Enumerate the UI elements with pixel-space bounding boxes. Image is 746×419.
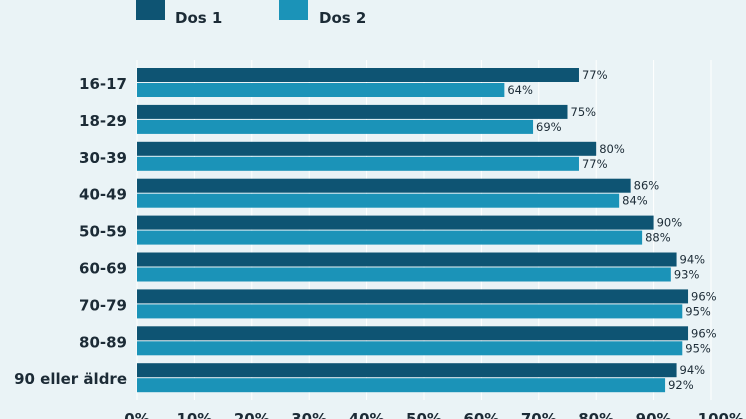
- value-label: 88%: [645, 231, 671, 245]
- value-label: 94%: [680, 363, 706, 377]
- bar-dos-1: [137, 326, 689, 341]
- category-label: 80-89: [79, 333, 127, 351]
- category-label: 30-39: [79, 149, 127, 167]
- value-label: 84%: [622, 194, 648, 208]
- bars: [137, 68, 689, 393]
- legend-swatch-dos-2: [279, 0, 308, 20]
- bar-dos-2: [137, 193, 620, 208]
- bar-dos-1: [137, 178, 631, 193]
- category-labels: 16-17 18-29 30-39 40-49 50-59 60-69 70-79 80-89…: [14, 75, 127, 388]
- legend-swatch-dos-1: [136, 0, 165, 20]
- bar-dos-1: [137, 104, 568, 119]
- value-label: 80%: [599, 142, 625, 156]
- bar-dos-2: [137, 83, 505, 97]
- value-label: 69%: [536, 120, 562, 134]
- bar-dos-2: [137, 304, 683, 319]
- bar-dos-1: [137, 141, 597, 156]
- bar-dos-2: [137, 156, 579, 171]
- x-axis-ticks: 0% 10% 20% 30% 40% 50% 60% 70% 80% 90% 100%: [124, 410, 744, 419]
- value-label: 64%: [507, 83, 533, 97]
- x-tick-label: 0%: [124, 410, 149, 419]
- x-tick-label: 50%: [406, 410, 442, 419]
- category-label: 70-79: [79, 296, 127, 314]
- value-label: 94%: [680, 253, 706, 267]
- bar-dos-1: [137, 363, 677, 378]
- value-label: 75%: [571, 105, 597, 119]
- legend-label-dos-2: Dos 2: [319, 9, 366, 27]
- value-label: 95%: [685, 341, 711, 355]
- value-label: 93%: [674, 268, 700, 282]
- bar-dos-2: [137, 341, 683, 356]
- x-tick-label: 10%: [176, 410, 212, 419]
- bar-dos-1: [137, 252, 677, 267]
- x-tick-label: 60%: [463, 410, 499, 419]
- value-label: 95%: [685, 304, 711, 318]
- bar-dos-2: [137, 230, 643, 245]
- category-label: 16-17: [79, 75, 127, 93]
- category-label: 60-69: [79, 260, 127, 278]
- value-label: 86%: [634, 179, 660, 193]
- category-label: 90 eller äldre: [14, 370, 127, 388]
- x-tick-label: 70%: [521, 410, 557, 419]
- value-label: 90%: [657, 216, 683, 230]
- bar-dos-2: [137, 267, 671, 282]
- legend: Dos 1 Dos 2: [136, 0, 366, 27]
- value-label: 77%: [582, 157, 608, 171]
- x-tick-label: 30%: [291, 410, 327, 419]
- bar-dos-1: [137, 289, 689, 304]
- value-label: 96%: [691, 326, 717, 340]
- value-labels: 77%64%75%69%80%77%86%84%90%88%94%93%96%9…: [507, 68, 716, 392]
- x-tick-label: 20%: [234, 410, 270, 419]
- bar-dos-1: [137, 68, 579, 82]
- bar-dos-1: [137, 215, 654, 230]
- x-tick-label: 40%: [349, 410, 385, 419]
- value-label: 77%: [582, 68, 608, 82]
- value-label: 92%: [668, 378, 694, 392]
- category-label: 40-49: [79, 186, 127, 204]
- bar-dos-2: [137, 119, 534, 134]
- value-label: 96%: [691, 289, 717, 303]
- bar-dos-2: [137, 378, 666, 393]
- x-tick-label: 80%: [578, 410, 614, 419]
- x-tick-label: 100%: [698, 410, 744, 419]
- category-label: 50-59: [79, 223, 127, 241]
- category-label: 18-29: [79, 112, 127, 130]
- legend-label-dos-1: Dos 1: [175, 9, 222, 27]
- x-tick-label: 90%: [636, 410, 672, 419]
